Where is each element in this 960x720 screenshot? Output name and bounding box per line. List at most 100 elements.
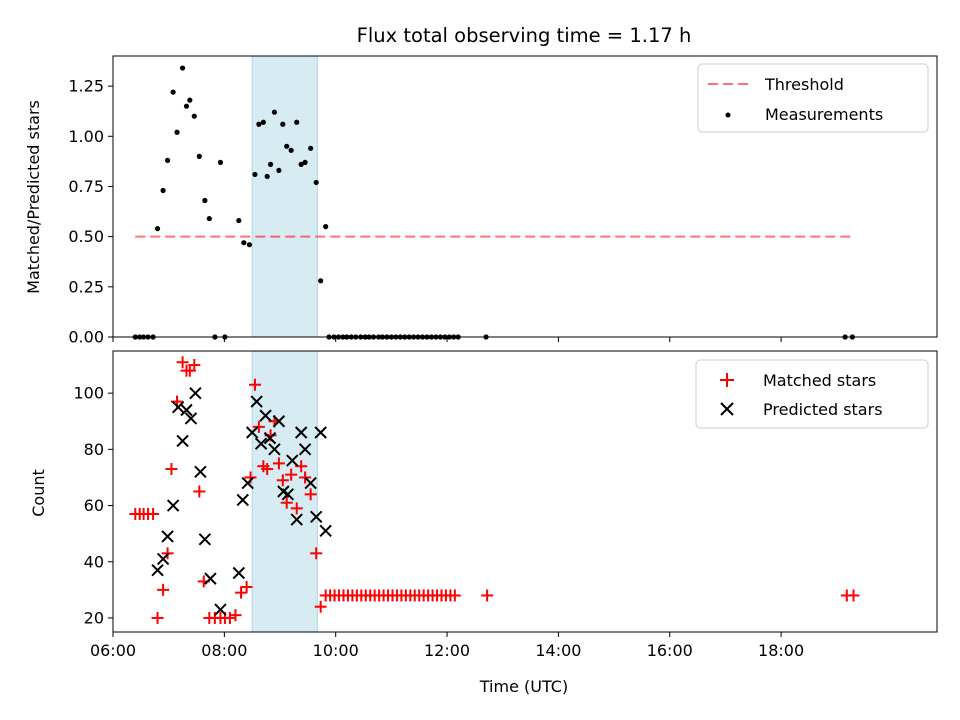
- matched-star-point: [304, 488, 317, 501]
- measurement-point: [174, 129, 180, 135]
- matched-star-point: [847, 589, 860, 602]
- predicted-star-point: [214, 603, 227, 616]
- measurement-point: [154, 226, 161, 232]
- predicted-star-point: [194, 465, 207, 479]
- top-y-tick-label: 1.25: [68, 77, 104, 96]
- predicted-star-point: [294, 426, 308, 439]
- measurement-point: [260, 119, 266, 125]
- measurement-point: [164, 157, 171, 163]
- measurement-point: [267, 161, 274, 167]
- matched-star-point: [448, 589, 461, 602]
- predicted-star-point: [268, 443, 281, 456]
- measurement-point: [179, 65, 186, 71]
- bottom-y-tick-label: 40: [84, 552, 104, 571]
- measurement-point: [302, 159, 308, 165]
- matched-star-point: [310, 547, 323, 560]
- measurement-point: [187, 97, 193, 103]
- predicted-star-point: [180, 403, 193, 417]
- bottom-x-tick-label: 16:00: [647, 641, 693, 660]
- predicted-star-point: [310, 510, 323, 523]
- matched-star-point: [252, 420, 265, 433]
- matched-star-point: [157, 583, 170, 596]
- matched-star-point: [240, 581, 253, 594]
- measurement-point: [256, 121, 262, 127]
- bottom-y-tick-label: 80: [84, 440, 104, 459]
- predicted-star-point: [176, 434, 189, 448]
- matched-star-point: [280, 496, 293, 509]
- matched-star-point: [299, 471, 312, 484]
- matched-star-point: [272, 457, 285, 470]
- predicted-star-point: [304, 476, 317, 490]
- legend-predicted-swatch: [720, 402, 734, 416]
- predicted-star-point: [232, 566, 246, 580]
- predicted-star-point: [254, 437, 268, 450]
- predicted-star-point: [236, 493, 249, 507]
- legend-threshold-label: Threshold: [764, 75, 844, 94]
- predicted-star-point: [151, 563, 164, 577]
- measurement-point: [196, 153, 202, 159]
- predicted-star-point: [319, 524, 332, 538]
- matched-star-point: [229, 609, 242, 622]
- measurement-point: [284, 143, 290, 149]
- bottom-x-tick-label: 18:00: [758, 641, 804, 660]
- bottom-y-axis-label: Count: [29, 469, 48, 517]
- matched-star-point: [193, 485, 206, 498]
- bottom-axes-frame: [112, 350, 938, 633]
- predicted-star-point: [156, 552, 170, 566]
- matched-star-point: [248, 378, 261, 391]
- measurement-point: [246, 242, 253, 248]
- measurement-point: [170, 89, 176, 95]
- predicted-star-point: [263, 431, 277, 445]
- top-y-tick-label: 0.00: [68, 328, 104, 347]
- measurement-point: [191, 113, 197, 119]
- measurement-point: [276, 167, 282, 174]
- predicted-star-point: [184, 412, 198, 425]
- matched-star-point: [165, 463, 178, 476]
- predicted-star-point: [281, 488, 295, 501]
- measurement-point: [206, 215, 212, 222]
- bottom-y-ticks: 20 40 60 80 100: [73, 384, 113, 627]
- bottom-x-tick-label: 06:00: [90, 641, 136, 660]
- measurement-point: [264, 173, 270, 180]
- bottom-panel: Count Time (UTC) 20 40 60 80 100 06:00 08:00 1…: [29, 350, 938, 696]
- legend-matched-label: Matched stars: [763, 371, 876, 390]
- top-y-tick-label: 0.50: [68, 227, 104, 246]
- bottom-x-tick-label: 08:00: [201, 641, 247, 660]
- top-y-axis-label: Matched/Predicted stars: [24, 100, 43, 294]
- bottom-y-tick-label: 100: [73, 384, 104, 403]
- measurement-point: [252, 171, 258, 178]
- predicted-star-point: [166, 499, 180, 512]
- matched-star-point: [223, 611, 236, 624]
- legend-measurements-label: Measurements: [765, 105, 883, 124]
- measurement-point: [217, 159, 224, 165]
- matched-star-point: [314, 600, 327, 613]
- measurement-point: [294, 119, 300, 125]
- legend-matched-swatch: [720, 373, 734, 387]
- measurement-point: [236, 217, 242, 224]
- matched-star-point: [290, 502, 303, 515]
- matched-star-point: [147, 507, 160, 520]
- predicted-star-point: [298, 443, 312, 456]
- top-panel: Flux total observing time = 1.17 h Match…: [24, 24, 938, 347]
- predicted-star-point: [241, 476, 254, 490]
- top-legend-box: [697, 63, 929, 133]
- bottom-x-ticks: 06:00 08:00 10:00 12:00 14:00 16:00 18:00: [90, 632, 804, 660]
- measurement-point: [318, 278, 324, 284]
- matched-stars-points: [129, 356, 860, 624]
- predicted-star-point: [314, 426, 327, 439]
- predicted-star-point: [189, 386, 202, 400]
- top-y-tick-label: 0.25: [68, 277, 104, 296]
- predicted-star-point: [259, 409, 272, 422]
- measurement-point: [280, 121, 286, 127]
- legend-measurements-swatch: [725, 112, 731, 118]
- top-y-tick-label: 0.75: [68, 177, 104, 196]
- measurement-point: [288, 147, 294, 153]
- measurement-point: [298, 161, 304, 167]
- x-axis-label: Time (UTC): [479, 677, 568, 696]
- legend-predicted-label: Predicted stars: [763, 400, 883, 419]
- top-legend: Threshold Measurements: [697, 63, 929, 133]
- measurement-point: [202, 197, 208, 204]
- chart-title: Flux total observing time = 1.17 h: [357, 24, 692, 47]
- predicted-star-point: [171, 400, 185, 414]
- top-highlight-span: [251, 55, 318, 338]
